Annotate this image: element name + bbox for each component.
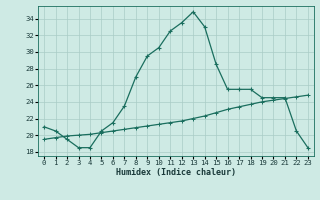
- X-axis label: Humidex (Indice chaleur): Humidex (Indice chaleur): [116, 168, 236, 177]
